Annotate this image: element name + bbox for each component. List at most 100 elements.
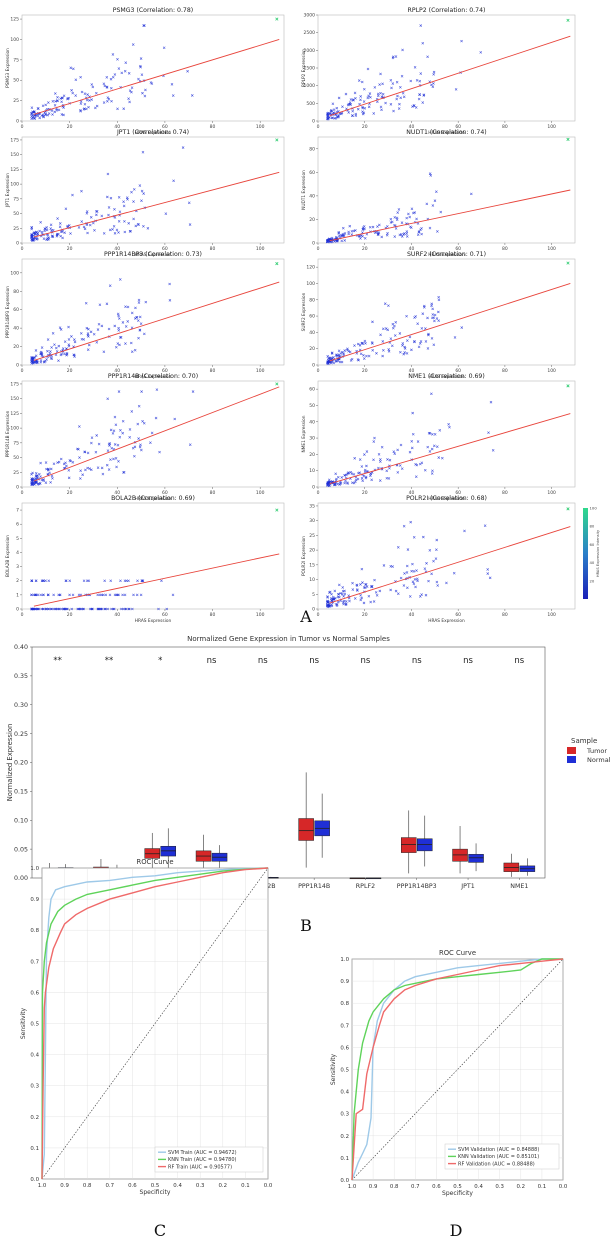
sample-point bbox=[432, 73, 435, 76]
y-tick-label: 80 bbox=[13, 289, 19, 295]
sample-point bbox=[377, 94, 380, 98]
x-tick-label: 0 bbox=[21, 124, 24, 130]
sample-point bbox=[34, 349, 38, 352]
sample-point bbox=[326, 117, 329, 121]
significance-label: ns bbox=[514, 656, 524, 666]
plot-frame bbox=[317, 380, 576, 488]
sample-point bbox=[36, 476, 39, 480]
sample-point bbox=[327, 239, 330, 242]
sample-point bbox=[106, 100, 109, 103]
sample-point bbox=[356, 107, 360, 111]
x-tick-label: 40 bbox=[409, 612, 415, 618]
sample-point bbox=[402, 352, 406, 356]
y-axis-label: JPT1 Expression bbox=[5, 173, 11, 208]
x-axis-label: HRAS Expression bbox=[135, 130, 172, 136]
sample-point bbox=[71, 593, 75, 597]
sample-point bbox=[411, 562, 414, 566]
box-tumor-rplf2 bbox=[349, 877, 366, 880]
sample-point bbox=[137, 437, 140, 440]
sample-point bbox=[86, 348, 90, 351]
sample-point bbox=[60, 352, 63, 356]
sample-point bbox=[42, 593, 45, 597]
sample-point bbox=[409, 79, 413, 83]
sample-point bbox=[125, 579, 128, 583]
sample-point bbox=[369, 600, 372, 604]
sample-points bbox=[326, 392, 495, 488]
sample-point bbox=[378, 589, 382, 593]
sample-point bbox=[117, 326, 120, 330]
sample-point bbox=[56, 461, 59, 464]
sample-point bbox=[339, 591, 342, 595]
sample-point bbox=[34, 579, 38, 583]
sample-point bbox=[107, 213, 110, 217]
x-tick-label: 80 bbox=[502, 368, 508, 374]
sample-point bbox=[431, 469, 434, 473]
sample-point bbox=[108, 593, 112, 597]
sample-point bbox=[117, 220, 121, 223]
sample-point bbox=[382, 349, 385, 352]
sample-point bbox=[138, 445, 142, 449]
sample-point bbox=[56, 96, 59, 99]
y-tick-label: 25 bbox=[13, 470, 19, 476]
sample-point bbox=[50, 229, 53, 232]
sample-point bbox=[100, 593, 104, 597]
sample-point bbox=[414, 106, 418, 109]
sample-point bbox=[69, 232, 72, 235]
sample-point bbox=[359, 234, 363, 237]
sample-point bbox=[377, 466, 380, 470]
sample-point bbox=[139, 593, 143, 597]
sample-point bbox=[385, 476, 389, 480]
sample-point bbox=[382, 327, 385, 331]
sample-point bbox=[53, 104, 57, 107]
y-tick-label: 60 bbox=[309, 387, 315, 393]
sample-point bbox=[361, 226, 365, 229]
sample-point bbox=[436, 584, 439, 587]
sample-point bbox=[42, 579, 46, 583]
sample-point bbox=[328, 356, 331, 360]
regression-line bbox=[329, 35, 571, 117]
x-tick-label: 0.3 bbox=[495, 1184, 504, 1190]
sample-point bbox=[344, 603, 348, 607]
sample-point bbox=[143, 332, 146, 336]
sample-point bbox=[121, 321, 125, 324]
sample-point bbox=[124, 61, 128, 64]
sample-point bbox=[116, 107, 119, 111]
sample-point bbox=[115, 228, 119, 232]
sample-point bbox=[420, 227, 423, 230]
sample-point bbox=[393, 235, 397, 238]
y-tick-label: 0 bbox=[16, 363, 19, 369]
sample-point bbox=[131, 607, 134, 611]
sample-point bbox=[438, 428, 442, 432]
sample-point bbox=[360, 567, 364, 571]
sample-point bbox=[326, 114, 330, 117]
sample-point bbox=[419, 72, 423, 75]
sample-point bbox=[96, 466, 100, 469]
sample-point bbox=[360, 477, 364, 480]
y-axis-label: BOLA2B Expression bbox=[5, 535, 11, 577]
y-tick-label: 25 bbox=[13, 98, 19, 104]
sample-point bbox=[389, 103, 393, 106]
y-tick-label: 2000 bbox=[304, 48, 316, 54]
sample-point bbox=[328, 112, 332, 115]
y-tick-label: 0.1 bbox=[30, 1146, 39, 1152]
sample-point bbox=[117, 67, 121, 70]
sample-point bbox=[35, 238, 38, 241]
x-tick-label: 100 bbox=[256, 246, 265, 252]
x-tick-label: 60 bbox=[162, 124, 168, 130]
sample-point bbox=[30, 233, 34, 236]
sample-point bbox=[36, 483, 40, 486]
sample-point bbox=[367, 354, 371, 358]
regression-line bbox=[329, 189, 571, 242]
y-tick-label: 0 bbox=[312, 485, 315, 491]
sample-point bbox=[392, 109, 395, 113]
sample-point bbox=[416, 579, 419, 583]
roc-curve-svm bbox=[351, 958, 563, 1181]
y-tick-label: 0.3 bbox=[340, 1112, 349, 1118]
y-tick-label: 0 bbox=[312, 607, 315, 613]
sample-point bbox=[133, 348, 137, 352]
sample-point bbox=[133, 454, 136, 458]
sample-point bbox=[435, 548, 438, 551]
scatter-title: PPP1R14BP3 (Correlation: 0.73) bbox=[104, 251, 202, 258]
sample-point bbox=[358, 102, 361, 106]
